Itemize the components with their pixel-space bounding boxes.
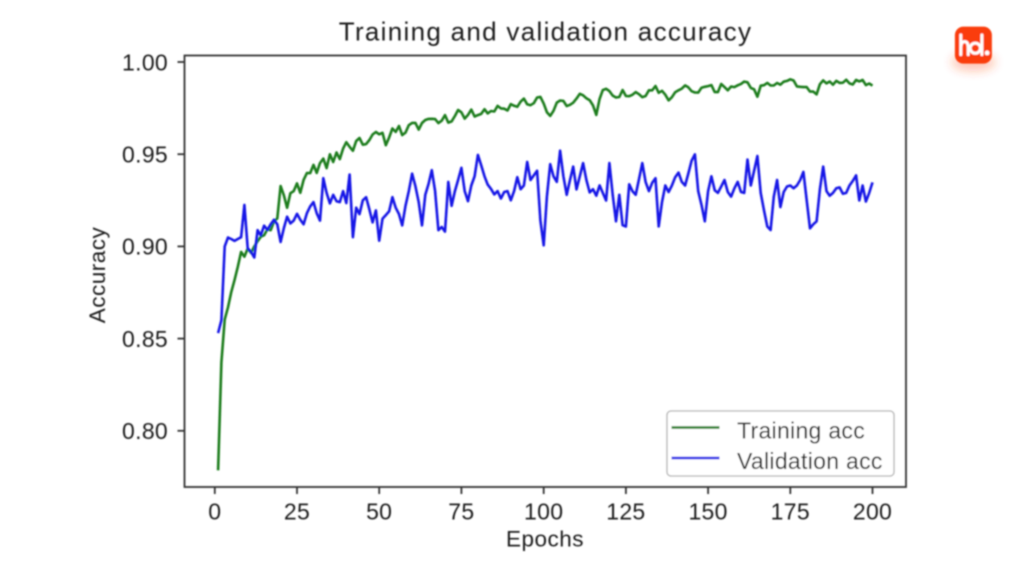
svg-text:Validation acc: Validation acc [737,448,883,474]
svg-text:Training acc: Training acc [737,418,865,444]
svg-text:150: 150 [688,498,727,524]
svg-text:Training and validation accura: Training and validation accuracy [339,16,753,46]
svg-text:100: 100 [524,498,563,524]
svg-text:75: 75 [448,498,474,524]
svg-text:25: 25 [284,498,310,524]
svg-text:50: 50 [366,498,392,524]
svg-text:175: 175 [771,498,810,524]
svg-text:200: 200 [853,498,892,524]
svg-text:0.80: 0.80 [122,418,168,444]
svg-text:0.90: 0.90 [122,234,168,260]
svg-text:Accuracy: Accuracy [85,226,110,323]
svg-text:0.95: 0.95 [122,142,168,168]
svg-text:1.00: 1.00 [122,49,168,75]
svg-text:0.85: 0.85 [122,326,168,352]
svg-text:125: 125 [606,498,645,524]
svg-text:0: 0 [208,498,221,524]
svg-text:Epochs: Epochs [506,527,584,552]
